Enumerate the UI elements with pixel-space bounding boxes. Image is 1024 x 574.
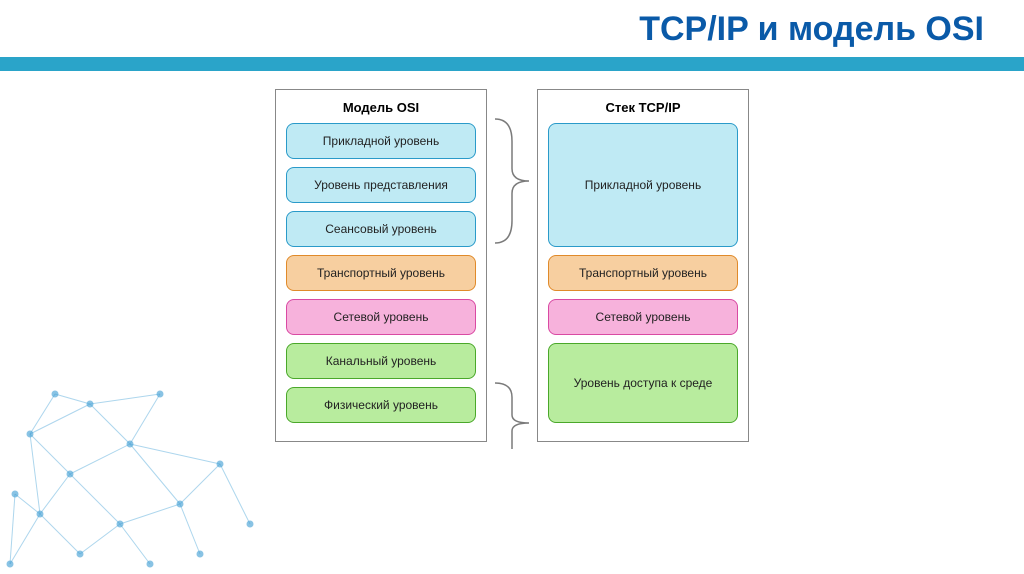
brace-1 [495,383,529,449]
tcpip-layer-2: Сетевой уровень [548,299,738,335]
tcpip-layer-1: Транспортный уровень [548,255,738,291]
tcpip-layer-3: Уровень доступа к среде [548,343,738,423]
osi-layer-3: Транспортный уровень [286,255,476,291]
osi-layer-4: Сетевой уровень [286,299,476,335]
osi-column: Модель OSI Прикладной уровень Уровень пре… [275,89,487,442]
osi-layer-1: Уровень представления [286,167,476,203]
osi-header: Модель OSI [286,96,476,123]
osi-layer-5: Канальный уровень [286,343,476,379]
tcpip-layer-0: Прикладной уровень [548,123,738,247]
osi-layer-0: Прикладной уровень [286,123,476,159]
diagram-container: Модель OSI Прикладной уровень Уровень пре… [0,89,1024,442]
osi-tcp-diagram: Модель OSI Прикладной уровень Уровень пре… [275,89,749,442]
title-underline-bar [0,57,1024,71]
tcpip-header: Стек TCP/IP [548,96,738,123]
mapping-braces [487,89,537,442]
osi-layer-6: Физический уровень [286,387,476,423]
title-text: TCP/IP и модель OSI [639,10,984,48]
tcpip-column: Стек TCP/IP Прикладной уровень Транспортн… [537,89,749,442]
page-title: TCP/IP и модель OSI [0,0,1024,57]
brace-0 [495,119,529,243]
osi-layer-2: Сеансовый уровень [286,211,476,247]
